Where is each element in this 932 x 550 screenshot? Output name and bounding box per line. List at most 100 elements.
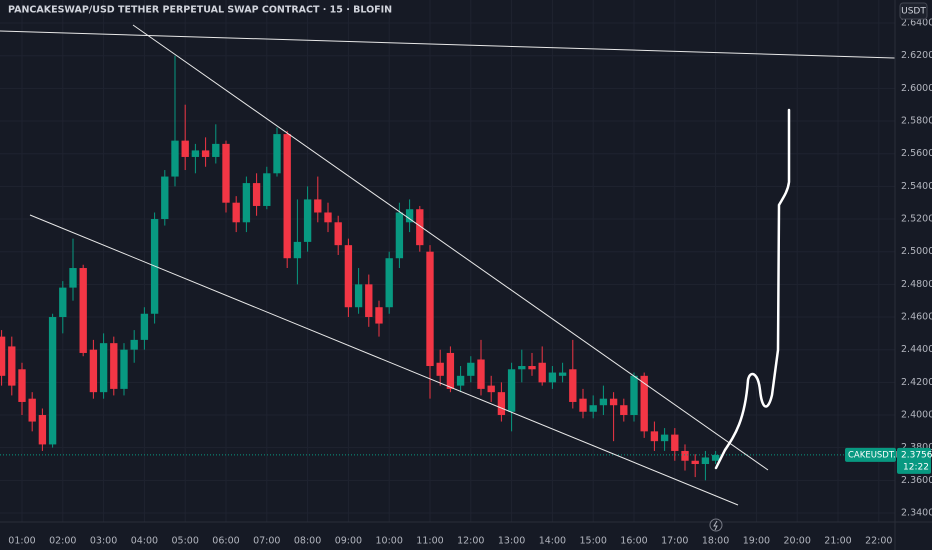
candle-body bbox=[324, 212, 332, 223]
candle-body bbox=[569, 369, 577, 402]
trend-line bbox=[29, 214, 739, 506]
candle-body bbox=[201, 150, 210, 157]
y-tick-label: 2.5200 bbox=[901, 214, 932, 225]
candle-body bbox=[426, 251, 434, 367]
candle-body bbox=[681, 450, 689, 461]
candle-body bbox=[283, 134, 291, 259]
y-tick-label: 2.5800 bbox=[901, 116, 932, 127]
x-tick-label: 06:00 bbox=[212, 536, 239, 547]
candle-body bbox=[538, 362, 546, 383]
candle-body bbox=[660, 434, 669, 442]
countdown: 12:22 bbox=[903, 462, 929, 472]
candle-body bbox=[599, 398, 608, 406]
x-tick-label: 04:00 bbox=[131, 536, 158, 547]
trend-line bbox=[0, 30, 896, 59]
candle-body bbox=[252, 183, 261, 206]
candle-body bbox=[630, 375, 638, 416]
price-label-box bbox=[897, 447, 931, 474]
y-tick-label: 2.3600 bbox=[901, 475, 932, 486]
candle-body bbox=[28, 398, 36, 422]
currency[interactable]: USDT bbox=[901, 7, 926, 17]
candle-body bbox=[120, 349, 128, 389]
x-tick-label: 12:00 bbox=[457, 536, 484, 547]
replay-icon-bolt bbox=[713, 520, 718, 531]
y-tick-label: 2.5400 bbox=[901, 181, 932, 192]
x-tick-label: 18:00 bbox=[702, 536, 729, 547]
axes: 2.6400 2.6200 2.6000 2.5800 2.5600 2.5400 2.52… bbox=[8, 18, 932, 547]
symbol-label-box bbox=[845, 447, 896, 462]
candle-body bbox=[18, 369, 26, 402]
y-tick-label: 2.4400 bbox=[901, 344, 932, 355]
currency-box[interactable] bbox=[899, 2, 928, 20]
candle-body bbox=[8, 346, 16, 386]
candle-body bbox=[293, 241, 302, 259]
candle-body bbox=[171, 140, 179, 177]
candle-body bbox=[130, 339, 138, 350]
y-tick-label: 2.3400 bbox=[901, 508, 932, 519]
x-tick-label: 19:00 bbox=[743, 536, 770, 547]
candle-body bbox=[609, 398, 618, 406]
y-tick-label: 2.6000 bbox=[901, 83, 932, 94]
candle-body bbox=[701, 457, 710, 465]
y-tick-label: 2.3800 bbox=[901, 442, 932, 453]
last-price: 2.3756 bbox=[901, 450, 932, 460]
x-tick-label: 16:00 bbox=[620, 536, 647, 547]
candle-body bbox=[273, 134, 281, 174]
candle-body bbox=[212, 143, 220, 157]
candle-body bbox=[528, 366, 536, 370]
chart-title: PANCAKESWAP/USD TETHER PERPETUAL SWAP CO… bbox=[8, 5, 392, 16]
x-tick-label: 20:00 bbox=[784, 536, 811, 547]
candle-body bbox=[395, 212, 404, 259]
y-tick-label: 2.4600 bbox=[901, 312, 932, 323]
replay-icon[interactable] bbox=[709, 518, 723, 532]
y-tick-label: 2.5600 bbox=[901, 148, 932, 159]
candle-body bbox=[558, 372, 567, 376]
candle-body bbox=[79, 268, 87, 353]
candle-body bbox=[416, 209, 424, 246]
candle-body bbox=[48, 317, 57, 445]
candle-body bbox=[140, 313, 149, 340]
x-tick-label: 22:00 bbox=[865, 536, 892, 547]
x-tick-label: 10:00 bbox=[376, 536, 403, 547]
y-tick-label: 2.6400 bbox=[901, 18, 932, 29]
candle-body bbox=[344, 245, 353, 308]
y-tick-label: 2.4200 bbox=[901, 377, 932, 388]
candle-body bbox=[579, 398, 587, 412]
candle-body bbox=[497, 392, 506, 416]
candle-body bbox=[314, 199, 322, 213]
drawings bbox=[0, 24, 896, 506]
candle-body bbox=[467, 362, 475, 376]
candle-body bbox=[620, 405, 628, 416]
candle-body bbox=[456, 375, 465, 386]
projection-path bbox=[714, 108, 791, 470]
candle-body bbox=[161, 176, 169, 220]
x-tick-label: 09:00 bbox=[335, 536, 362, 547]
candle-body bbox=[405, 209, 414, 223]
x-tick-label: 01:00 bbox=[8, 536, 35, 547]
x-tick-label: 14:00 bbox=[539, 536, 566, 547]
candle-body bbox=[89, 349, 98, 393]
candle-body bbox=[548, 372, 557, 383]
candle-body bbox=[38, 415, 47, 445]
x-tick-label: 08:00 bbox=[294, 536, 321, 547]
candle-body bbox=[589, 405, 597, 412]
candle-body bbox=[640, 375, 648, 432]
candle-body bbox=[69, 268, 77, 288]
candle-body bbox=[365, 284, 373, 318]
x-tick-label: 15:00 bbox=[580, 536, 607, 547]
candle-body bbox=[446, 352, 455, 389]
y-tick-label: 2.4800 bbox=[901, 279, 932, 290]
candle-body bbox=[191, 150, 200, 157]
candle-body bbox=[0, 336, 6, 376]
x-tick-label: 21:00 bbox=[824, 536, 851, 547]
candle-body bbox=[477, 359, 485, 389]
symbol-label: CAKEUSDT.P bbox=[848, 450, 901, 460]
candle-body bbox=[436, 362, 444, 376]
candle-body bbox=[671, 434, 679, 451]
x-tick-label: 11:00 bbox=[416, 536, 443, 547]
y-tick-label: 2.5000 bbox=[901, 246, 932, 257]
candle-body bbox=[232, 202, 240, 223]
